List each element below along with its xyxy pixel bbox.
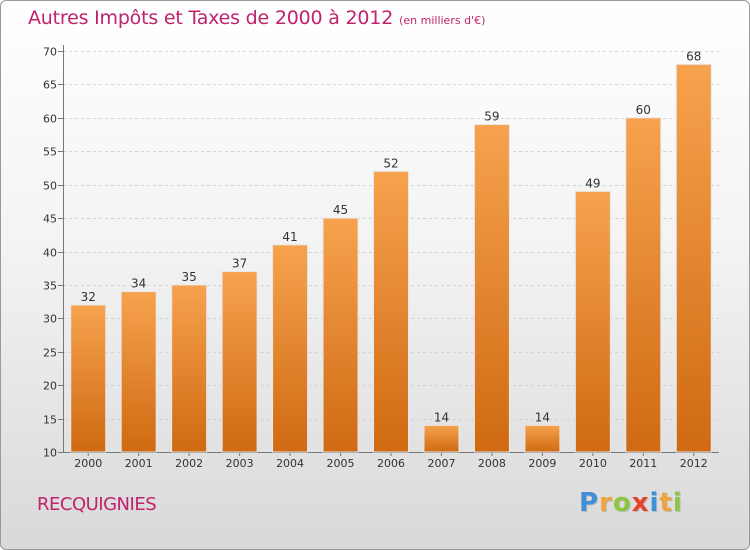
bars — [70, 63, 712, 453]
bar-2009 — [524, 424, 561, 453]
value-label-2001: 34 — [131, 277, 146, 291]
y-tick-label-25: 25 — [43, 347, 57, 360]
x-tick-label-2006: 2006 — [377, 457, 405, 470]
value-label-2006: 52 — [383, 156, 398, 170]
bar-2012 — [675, 63, 712, 453]
bar-2000 — [70, 304, 107, 453]
x-tick-label-2011: 2011 — [629, 457, 657, 470]
x-tick-label-2003: 2003 — [226, 457, 254, 470]
x-tick-label-2004: 2004 — [276, 457, 304, 470]
y-tick-label-60: 60 — [43, 113, 57, 126]
chart-title-text: Autres Impôts et Taxes de 2000 à 2012 — [28, 7, 394, 29]
bar-2006 — [373, 170, 409, 453]
logo-letter-2: o — [612, 488, 632, 518]
chart-title: Autres Impôts et Taxes de 2000 à 2012 (en… — [28, 7, 485, 29]
y-tick-label-65: 65 — [43, 79, 57, 92]
y-tick-label-40: 40 — [43, 247, 57, 260]
y-tick-label-45: 45 — [43, 213, 57, 226]
logo-letter-5: t — [659, 488, 673, 518]
chart-unit-label: (en milliers d'€) — [399, 14, 486, 27]
x-tick-label-2009: 2009 — [528, 457, 556, 470]
y-tick-label-50: 50 — [43, 180, 57, 193]
x-tick-label-2000: 2000 — [74, 457, 102, 470]
bar-2001 — [120, 291, 157, 453]
commune-name: RECQUIGNIES — [37, 494, 157, 515]
y-tick-label-70: 70 — [43, 46, 57, 59]
value-label-2000: 32 — [81, 290, 96, 304]
y-tick-label-15: 15 — [43, 414, 57, 427]
x-tick-label-2008: 2008 — [478, 457, 506, 470]
bar-2003 — [221, 271, 258, 453]
labels: 32 2000 34 2001 35 2002 37 2003 41 2004 45 2005 52 20… — [74, 49, 708, 470]
value-label-2008: 59 — [484, 110, 499, 124]
value-label-2002: 35 — [182, 270, 197, 284]
logo-letter-0: P — [579, 488, 600, 518]
logo-letter-6: i — [672, 488, 683, 518]
logo-letter-3: x — [631, 488, 650, 518]
bar-2005 — [322, 217, 359, 453]
x-tick-label-2012: 2012 — [680, 457, 708, 470]
bar-2010 — [574, 190, 611, 453]
value-label-2007: 14 — [434, 410, 449, 424]
value-label-2010: 49 — [585, 176, 600, 190]
x-tick-label-2002: 2002 — [175, 457, 203, 470]
value-label-2009: 14 — [535, 410, 550, 424]
bar-2008 — [473, 124, 510, 453]
x-tick-label-2001: 2001 — [125, 457, 153, 470]
logo-letter-4: i — [649, 488, 660, 518]
y-tick-label-30: 30 — [43, 313, 57, 326]
value-label-2004: 41 — [282, 230, 297, 244]
y-tick-label-35: 35 — [43, 280, 57, 293]
y-tick-label-10: 10 — [43, 447, 57, 460]
bar-2007 — [423, 424, 460, 453]
value-label-2005: 45 — [333, 203, 348, 217]
x-tick-label-2010: 2010 — [579, 457, 607, 470]
x-tick-label-2005: 2005 — [327, 457, 355, 470]
logo-letter-1: r — [599, 488, 613, 518]
value-label-2003: 37 — [232, 257, 247, 271]
y-tick-label-55: 55 — [43, 146, 57, 159]
value-label-2012: 68 — [686, 49, 701, 63]
proxiti-logo: Proxiti — [579, 488, 683, 518]
bar-2004 — [272, 244, 309, 453]
x-tick-label-2007: 2007 — [427, 457, 455, 470]
y-tick-label-20: 20 — [43, 380, 57, 393]
value-label-2011: 60 — [636, 103, 651, 117]
bar-2011 — [625, 117, 662, 453]
bar-2002 — [171, 284, 208, 453]
